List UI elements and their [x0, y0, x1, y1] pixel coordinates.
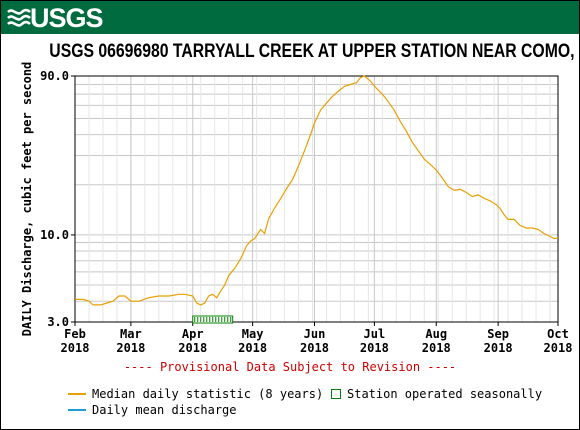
x-tick-label-month: Feb: [64, 327, 86, 341]
x-tick-label-month: Jul: [364, 327, 386, 341]
x-tick-label-year: 2018: [61, 341, 90, 355]
legend-label-2: Daily mean discharge: [92, 403, 237, 417]
x-tick-label-year: 2018: [178, 341, 207, 355]
x-tick-label-year: 2018: [300, 341, 329, 355]
y-tick-label: 10.0: [40, 228, 69, 242]
plot-border: [74, 75, 559, 323]
x-tick-label-month: Oct: [547, 327, 569, 341]
usgs-logo-text: USGS: [30, 3, 104, 33]
y-tick-label: 90.0: [40, 69, 69, 83]
x-tick-label-year: 2018: [116, 341, 145, 355]
x-tick-label-month: Apr: [182, 327, 204, 341]
x-tick-label-year: 2018: [238, 341, 267, 355]
legend-label-1: Station operated seasonally: [347, 387, 543, 401]
legend-swatch-1: [331, 389, 341, 399]
provisional-data-notice: ---- Provisional Data Subject to Revisio…: [124, 360, 456, 374]
x-tick-label-year: 2018: [484, 341, 513, 355]
y-axis-label: DAILY Discharge, cubic feet per second: [20, 62, 34, 337]
x-tick-label-month: Jun: [304, 327, 326, 341]
usgs-wave-logo-icon: [7, 8, 31, 27]
x-tick-label-month: May: [242, 327, 264, 341]
x-tick-label-month: Aug: [425, 327, 447, 341]
y-tick-label: 3.0: [47, 315, 69, 329]
series-line-0: [75, 75, 559, 306]
usgs-header-bar: USGS: [1, 1, 579, 34]
chart-title: USGS 06696980 TARRYALL CREEK AT UPPER ST…: [49, 41, 580, 62]
plot-background: [75, 76, 558, 322]
x-tick-label-month: Mar: [120, 327, 142, 341]
legend-swatch-0: [68, 393, 86, 395]
x-tick-label-year: 2018: [544, 341, 573, 355]
legend-swatch-2: [68, 409, 86, 411]
legend-label-0: Median daily statistic (8 years): [92, 387, 324, 401]
x-tick-label-month: Sep: [487, 327, 509, 341]
x-tick-label-year: 2018: [360, 341, 389, 355]
x-tick-label-year: 2018: [422, 341, 451, 355]
